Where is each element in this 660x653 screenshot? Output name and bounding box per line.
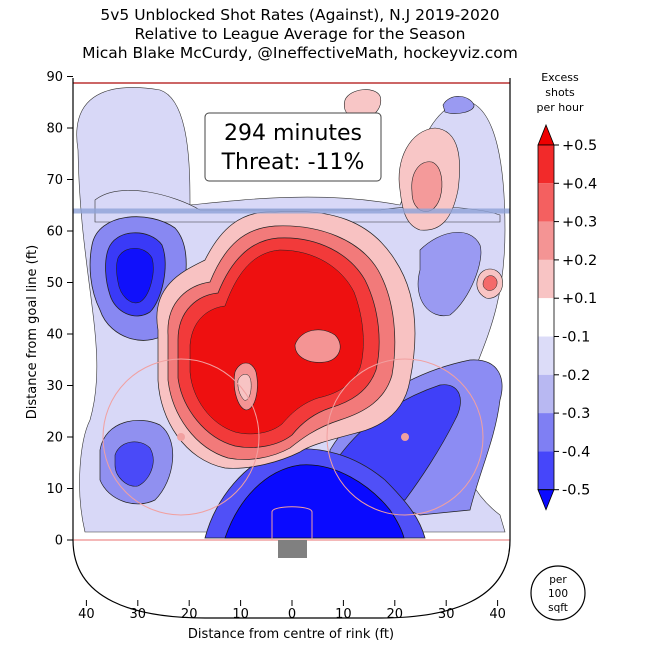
colorbar-tick-label: +0.1 [562,291,597,307]
colorbar-segment [538,336,554,375]
colorbar-tick-label: +0.2 [562,253,597,269]
contour-pocket-3 [237,374,252,401]
y-tick-label: 60 [46,225,63,240]
y-axis-label: Distance from goal line (ft) [25,245,40,419]
y-tick-label: 70 [46,173,63,188]
x-tick-label: 0 [288,607,296,622]
colorbar-tick-label: -0.4 [562,444,590,460]
x-axis-label: Distance from centre of rink (ft) [188,627,394,642]
colorbar-tick-label: -0.5 [562,483,590,499]
colorbar-frame [537,144,555,491]
colorbar-tick-label: -0.1 [562,330,590,346]
unit-line-1: per [549,574,567,586]
x-tick-label: 10 [335,607,352,622]
colorbar-tick-label: +0.5 [562,138,597,154]
contour-upper-right-mid [411,161,443,212]
y-tick-label: 40 [46,328,63,343]
colorbar-title-1: Excess [541,71,579,84]
colorbar: +0.5 +0.4 +0.3 +0.2 +0.1 -0.1 -0.2 -0.3 -0.4 -0.5 [537,123,597,511]
y-tick-label: 10 [46,482,63,497]
colorbar-segment [538,413,554,452]
right-faceoff-dot [401,433,409,441]
unit-line-3: sqft [548,602,568,614]
colorbar-segment [538,259,554,299]
goal-crease [271,506,313,540]
left-faceoff-dot [177,433,185,441]
right-faceoff-circle [326,358,484,516]
unit-line-2: 100 [548,588,568,600]
rink-markings [73,82,510,541]
threat-label: Threat: -11% [221,150,365,175]
y-tick-label: 80 [46,122,63,137]
colorbar-extend-bottom [537,489,555,511]
contour-pocket-1 [294,329,341,363]
colorbar-segment [538,374,554,414]
y-tick-label: 50 [46,276,63,291]
minutes-label: 294 minutes [224,121,362,146]
rink-boards [72,78,511,619]
y-tick-label: 90 [46,70,63,85]
colorbar-segment [538,221,554,260]
y-tick-label: 0 [55,534,63,549]
colorbar-segment [538,183,554,222]
colorbar-tick-label: +0.4 [562,176,597,192]
goal-net [278,540,307,558]
colorbar-extend-top [537,123,555,146]
contour-left-point-core [116,247,154,304]
contour-left-circle-core [114,441,154,487]
chart-subtitle: Relative to League Average for the Seaso… [134,25,466,43]
colorbar-tick-label: +0.3 [562,215,597,231]
y-tick-label: 30 [46,379,63,394]
x-tick-label: 20 [181,607,198,622]
x-tick-label: 30 [130,607,147,622]
colorbar-tick-label: -0.3 [562,406,590,422]
x-tick-label: 40 [78,607,95,622]
heatmap-contours [76,87,506,539]
chart-title: 5v5 Unblocked Shot Rates (Against), N.J … [100,6,500,24]
contour-red-core [189,249,364,435]
colorbar-title-3: per hour [537,101,584,114]
contour-right-point-core [482,275,498,291]
contour-right-top-blue [442,96,475,114]
contour-crease-core [224,464,405,539]
unit-circle [530,565,586,621]
x-tick-label: 20 [387,607,404,622]
contour-right-mid-blue [417,232,482,317]
colorbar-segment [538,145,554,184]
y-tick-label: 20 [46,431,63,446]
colorbar-segment [538,451,554,490]
colorbar-segment [538,298,554,337]
chart-author: Micah Blake McCurdy, @IneffectiveMath, h… [82,44,518,62]
colorbar-title-2: shots [545,86,575,99]
x-tick-label: 40 [489,607,506,622]
y-axis: 0 10 20 30 40 50 60 70 80 90 [46,70,73,549]
annotation-box [204,112,382,182]
x-tick-label: 10 [232,607,249,622]
x-tick-label: 30 [438,607,455,622]
left-faceoff-circle [102,358,260,516]
x-axis: 40 30 20 10 0 10 20 30 40 [78,600,506,622]
colorbar-tick-label: -0.2 [562,368,590,384]
